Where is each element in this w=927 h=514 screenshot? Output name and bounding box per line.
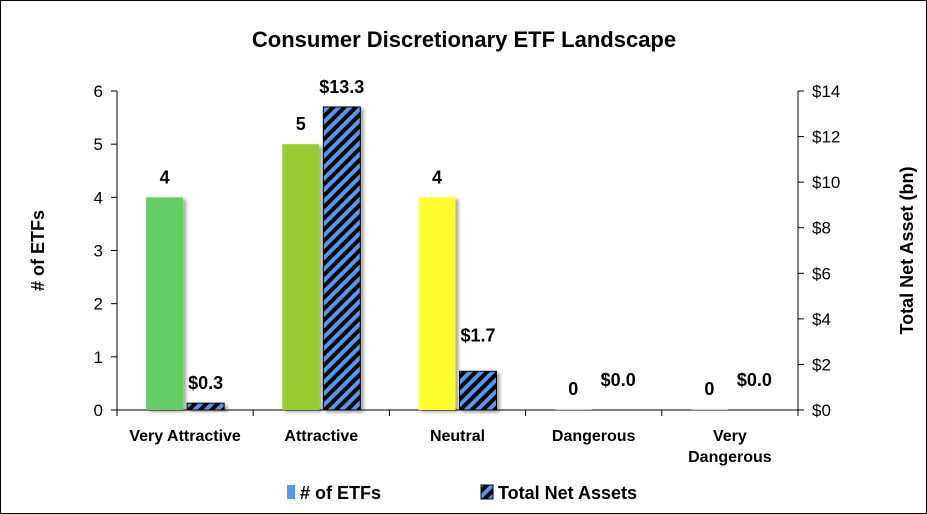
data-label-etf-count: 4	[432, 167, 442, 187]
chart-title: Consumer Discretionary ETF Landscape	[252, 27, 676, 52]
data-label-etf-count: 5	[296, 114, 306, 134]
plot-area: 0 1 2 3 4 5 6 $0 $2 $4 $6 $8 $10 $12 $14 # of ETFs Total…	[28, 77, 917, 503]
left-tick-label: 3	[94, 242, 103, 261]
left-tick-label: 1	[94, 348, 103, 367]
legend-swatch-total-net-assets	[480, 484, 494, 500]
left-tick-label: 5	[94, 135, 103, 154]
right-axis-title: Total Net Asset (bn)	[897, 166, 917, 334]
left-tick-label: 2	[94, 295, 103, 314]
data-label-total-net-assets: $0.3	[188, 373, 223, 393]
data-label-etf-count: 0	[704, 379, 714, 399]
left-axis-title: # of ETFs	[28, 210, 48, 291]
bar-total-net-assets	[186, 402, 225, 411]
right-tick-label: $14	[812, 82, 840, 101]
data-label-total-net-assets: $1.7	[460, 325, 495, 345]
bar-etf-count	[282, 144, 320, 410]
bar-etf-count	[690, 409, 728, 410]
left-tick-label: 4	[94, 188, 103, 207]
bar-total-net-assets	[322, 106, 361, 411]
right-tick-label: $6	[812, 264, 831, 283]
right-tick-label: $8	[812, 219, 831, 238]
right-tick-label: $2	[812, 355, 831, 374]
data-label-total-net-assets: $13.3	[319, 77, 364, 97]
legend-swatch-etf-count	[287, 485, 295, 499]
category-label: Very Attractive	[129, 428, 241, 445]
data-label-etf-count: 0	[568, 379, 578, 399]
right-tick-label: $10	[812, 173, 840, 192]
legend-label-total-net-assets: Total Net Assets	[498, 483, 637, 503]
right-tick-label: $0	[812, 401, 831, 420]
data-label-total-net-assets: $0.0	[601, 370, 636, 390]
bar-etf-count	[418, 197, 456, 410]
category-label: Dangerous	[688, 449, 772, 466]
data-label-etf-count: 4	[160, 167, 170, 187]
category-label: Very	[713, 428, 747, 445]
bar-etf-count	[554, 409, 592, 410]
right-tick-label: $4	[812, 310, 831, 329]
data-label-total-net-assets: $0.0	[737, 370, 772, 390]
category-label: Attractive	[284, 428, 358, 445]
legend-label-etf-count: # of ETFs	[300, 483, 381, 503]
left-tick-label: 6	[94, 82, 103, 101]
bar-total-net-assets	[459, 370, 497, 411]
right-tick-label: $12	[812, 128, 840, 147]
bar-etf-count	[146, 197, 184, 410]
category-label: Dangerous	[552, 428, 636, 445]
category-label: Neutral	[430, 428, 485, 445]
left-tick-label: 0	[94, 401, 103, 420]
